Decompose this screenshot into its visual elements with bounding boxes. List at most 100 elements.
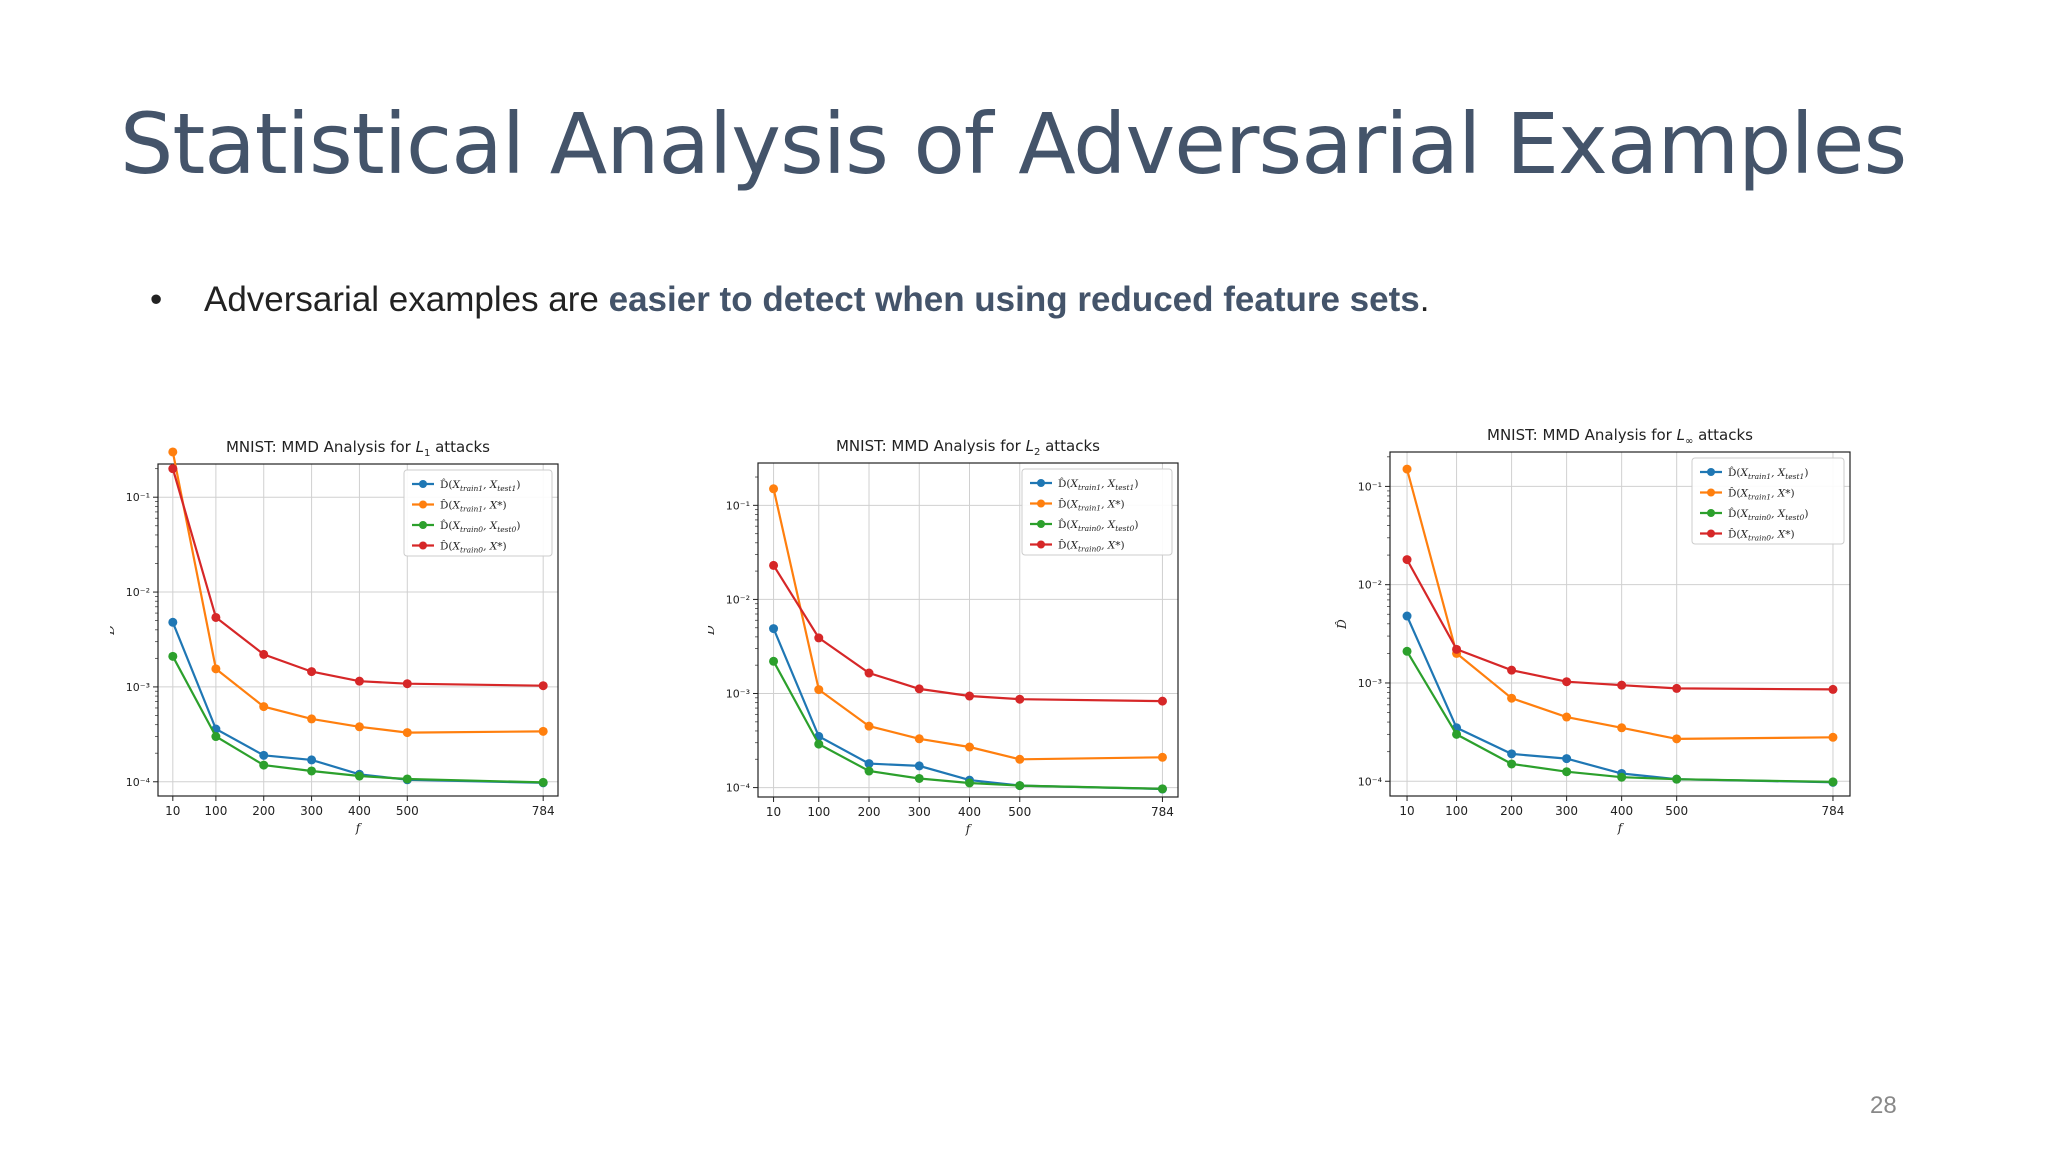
data-point (1617, 723, 1627, 733)
legend-marker (419, 541, 427, 550)
data-point (211, 612, 221, 622)
legend-marker (419, 500, 427, 509)
plot-frame (1389, 451, 1851, 797)
legend-marker (1037, 479, 1045, 487)
data-point (402, 774, 412, 784)
x-tick-label: 400 (1610, 804, 1633, 818)
y-tick-label: 10⁻³ (126, 681, 150, 694)
y-tick-label: 10⁻⁴ (1358, 775, 1383, 788)
data-point (538, 681, 548, 691)
chart-title: MNIST: MMD Analysis for L1 attacks (226, 438, 490, 459)
legend-marker (419, 480, 427, 488)
data-point (864, 759, 874, 769)
bullet-text-emphasis: easier to detect when using reduced feat… (608, 280, 1420, 319)
x-tick-label: 200 (252, 804, 275, 818)
data-point (1562, 712, 1572, 722)
data-point (1157, 752, 1167, 762)
series-line-4 (772, 564, 1163, 703)
data-point (307, 667, 317, 677)
data-point (168, 464, 178, 474)
x-tick-label: 100 (1445, 804, 1468, 818)
data-point (1015, 694, 1025, 704)
x-tick-label: 784 (1822, 804, 1845, 818)
data-point (1828, 732, 1838, 742)
data-point (1562, 677, 1572, 687)
legend-entry: D̂(Xtrain1, X*) (1058, 498, 1125, 513)
legend-entry: D̂(Xtrain1, X*) (440, 499, 507, 514)
data-point (914, 773, 924, 783)
data-point (814, 739, 824, 749)
data-point (307, 714, 317, 724)
data-point (259, 760, 269, 770)
y-tick-label: 10⁻² (726, 593, 750, 606)
data-point (1402, 611, 1412, 621)
data-point (1562, 767, 1572, 777)
series-line-1 (1405, 615, 1834, 784)
data-point (1507, 759, 1517, 769)
data-point (1452, 644, 1462, 654)
series-line-3 (772, 660, 1163, 790)
bullet-point: • Adversarial examples are easier to dete… (150, 280, 1429, 320)
data-point (402, 679, 412, 689)
data-point (307, 766, 317, 776)
legend-marker (1037, 540, 1045, 549)
data-point (814, 685, 824, 695)
y-tick-label: 10⁻⁴ (126, 776, 151, 789)
chart-l2-attacks: MNIST: MMD Analysis for L2 attacks 10⁻⁴ 10… (708, 437, 1179, 836)
data-point (354, 722, 364, 732)
data-point (1828, 684, 1838, 694)
x-tick-label: 300 (300, 804, 323, 818)
data-point (211, 664, 221, 674)
x-tick-label: 500 (1665, 804, 1688, 818)
y-tick-label: 10⁻² (1358, 579, 1382, 592)
series-line-3 (1406, 650, 1834, 783)
series-line-4 (1406, 559, 1834, 691)
data-point (864, 766, 874, 776)
data-point (354, 771, 364, 781)
data-point (1452, 729, 1462, 739)
page-number: 28 (1870, 1092, 1897, 1119)
data-point (965, 778, 975, 788)
x-tick-label: 500 (396, 804, 419, 818)
x-axis-label: f (355, 821, 363, 835)
data-point (211, 732, 221, 742)
x-tick-label: 300 (908, 805, 931, 819)
legend-entry: D̂(Xtrain0, X*) (1058, 539, 1125, 554)
data-point (307, 755, 317, 765)
legend-entry: D̂(Xtrain1, Xtest1) (1728, 466, 1808, 481)
chart-linf-attacks: MNIST: MMD Analysis for L∞ attacks 10⁻⁴ 10… (1334, 426, 1851, 835)
legend-marker (1707, 488, 1715, 497)
data-point (1507, 665, 1517, 675)
y-tick-label: 10⁻² (126, 586, 150, 599)
data-point (1672, 774, 1682, 784)
y-axis-label: D̂ (1334, 619, 1349, 630)
x-tick-label: 200 (1500, 804, 1523, 818)
legend-entry: D̂(Xtrain1, Xtest1) (440, 478, 520, 493)
data-point (814, 633, 824, 643)
bullet-marker: • (150, 280, 163, 319)
legend-marker (1037, 520, 1045, 528)
data-point (538, 726, 548, 736)
data-point (538, 777, 548, 787)
x-axis-label: f (1617, 821, 1625, 835)
y-tick-label: 10⁻⁴ (726, 782, 751, 795)
series-line-3 (171, 655, 544, 784)
data-point (168, 651, 178, 661)
data-point (1402, 555, 1412, 565)
y-tick-label: 10⁻³ (726, 688, 750, 701)
data-point (1402, 646, 1412, 656)
y-tick-label: 10⁻¹ (1358, 480, 1382, 493)
legend-entry: D̂(Xtrain0, Xtest0) (440, 519, 520, 534)
data-point (965, 691, 975, 701)
data-point (769, 560, 779, 570)
y-tick-label: 10⁻¹ (726, 499, 750, 512)
data-point (965, 742, 975, 752)
data-point (1402, 464, 1412, 474)
y-tick-label: 10⁻³ (1358, 677, 1382, 690)
data-point (1507, 749, 1517, 759)
x-tick-label: 10 (165, 804, 180, 818)
data-point (1015, 781, 1025, 791)
data-point (769, 656, 779, 666)
x-tick-label: 10 (766, 805, 781, 819)
legend-box (1691, 457, 1845, 545)
